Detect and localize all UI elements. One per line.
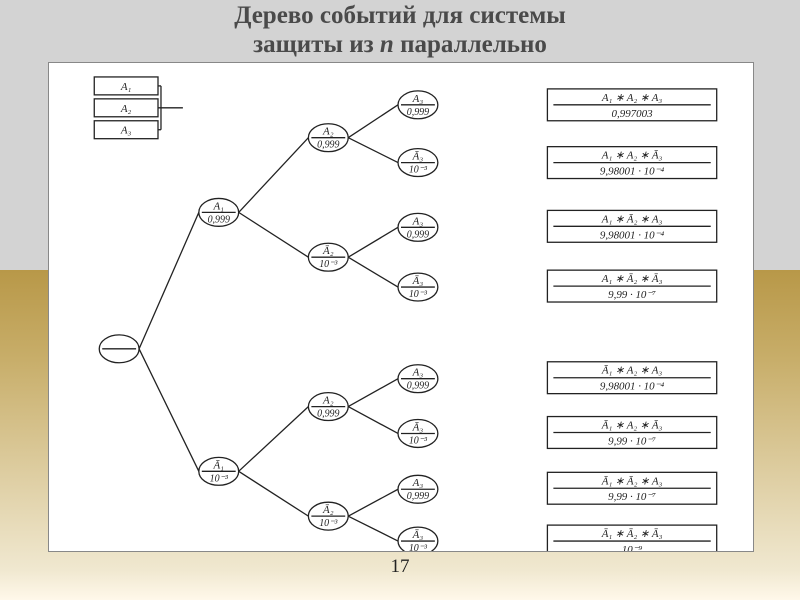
svg-text:0,999: 0,999 [317, 140, 339, 151]
svg-text:9,99 · 10⁻⁷: 9,99 · 10⁻⁷ [608, 289, 656, 301]
svg-text:Ā₃: Ā₃ [412, 275, 424, 287]
svg-text:A₃: A₃ [412, 367, 424, 379]
svg-text:Ā₁ ∗ Ā₂ ∗ A₃: Ā₁ ∗ Ā₂ ∗ A₃ [601, 475, 663, 487]
svg-text:A₁ ∗ Ā₂ ∗ A₃: A₁ ∗ Ā₂ ∗ A₃ [601, 213, 663, 225]
svg-text:10⁻³: 10⁻³ [319, 518, 338, 529]
svg-text:A₁: A₁ [213, 200, 225, 212]
svg-text:9,99 · 10⁻⁷: 9,99 · 10⁻⁷ [608, 435, 656, 447]
svg-text:Ā₃: Ā₃ [412, 151, 424, 163]
title-line2a: защиты из [253, 31, 380, 58]
svg-text:0,999: 0,999 [407, 107, 429, 118]
svg-text:0,997003: 0,997003 [612, 108, 654, 120]
svg-text:Ā₁ ∗ A₂ ∗ Ā₃: Ā₁ ∗ A₂ ∗ Ā₃ [601, 420, 663, 432]
svg-text:9,99 · 10⁻⁷: 9,99 · 10⁻⁷ [608, 491, 656, 503]
svg-text:10⁻⁹: 10⁻⁹ [622, 544, 643, 551]
svg-text:Ā₁: Ā₁ [213, 459, 225, 471]
svg-text:Ā₂: Ā₂ [322, 504, 334, 516]
title-n: n [380, 31, 394, 58]
svg-text:0,999: 0,999 [407, 491, 429, 502]
page-number: 17 [391, 556, 410, 578]
svg-text:0,999: 0,999 [407, 229, 429, 240]
svg-text:9,98001 · 10⁻⁴: 9,98001 · 10⁻⁴ [600, 229, 664, 241]
svg-text:A₃: A₃ [120, 125, 132, 137]
svg-text:9,98001 · 10⁻⁴: 9,98001 · 10⁻⁴ [600, 381, 664, 393]
svg-text:A₃: A₃ [412, 215, 424, 227]
svg-text:A₃: A₃ [412, 477, 424, 489]
event-tree-svg: A₁ 0,999 Ā₁ 10⁻³ A₂ 0,999 Ā₂ 10⁻³ A₂ 0,999 Ā₂ 10⁻³ A… [49, 63, 753, 551]
svg-text:Ā₂: Ā₂ [322, 245, 334, 257]
svg-text:A₂: A₂ [322, 126, 334, 138]
svg-text:A₁ ∗ A₂ ∗ Ā₃: A₁ ∗ A₂ ∗ Ā₃ [601, 150, 663, 162]
svg-text:A₁ ∗ A₂ ∗ A₃: A₁ ∗ A₂ ∗ A₃ [601, 92, 663, 104]
svg-text:10⁻³: 10⁻³ [409, 289, 428, 300]
page-title: Дерево событий для системы защиты из n п… [0, 0, 800, 60]
svg-text:Ā₃: Ā₃ [412, 529, 424, 541]
svg-text:0,999: 0,999 [317, 409, 339, 420]
svg-text:A₁: A₁ [120, 81, 132, 93]
svg-text:10⁻³: 10⁻³ [210, 473, 229, 484]
svg-text:10⁻³: 10⁻³ [409, 435, 428, 446]
svg-text:0,999: 0,999 [407, 381, 429, 392]
svg-text:Ā₃: Ā₃ [412, 421, 424, 433]
svg-text:10⁻³: 10⁻³ [319, 259, 338, 270]
svg-text:A₁ ∗ Ā₂ ∗ Ā₃: A₁ ∗ Ā₂ ∗ Ā₃ [601, 273, 663, 285]
svg-text:10⁻³: 10⁻³ [409, 165, 428, 176]
event-tree-figure: A₁ 0,999 Ā₁ 10⁻³ A₂ 0,999 Ā₂ 10⁻³ A₂ 0,999 Ā₂ 10⁻³ A… [48, 62, 754, 552]
title-line2b: параллельно [394, 31, 547, 58]
svg-text:Ā₁ ∗ A₂ ∗ A₃: Ā₁ ∗ A₂ ∗ A₃ [601, 365, 663, 377]
svg-text:0,999: 0,999 [208, 214, 230, 225]
svg-text:Ā₁ ∗ Ā₂ ∗ Ā₃: Ā₁ ∗ Ā₂ ∗ Ā₃ [601, 528, 663, 540]
svg-text:9,98001 · 10⁻⁴: 9,98001 · 10⁻⁴ [600, 166, 664, 178]
svg-text:A₃: A₃ [412, 93, 424, 105]
svg-text:10⁻³: 10⁻³ [409, 543, 428, 551]
svg-text:A₂: A₂ [120, 103, 132, 115]
svg-text:A₂: A₂ [322, 395, 334, 407]
title-line1: Дерево событий для системы [234, 2, 566, 29]
